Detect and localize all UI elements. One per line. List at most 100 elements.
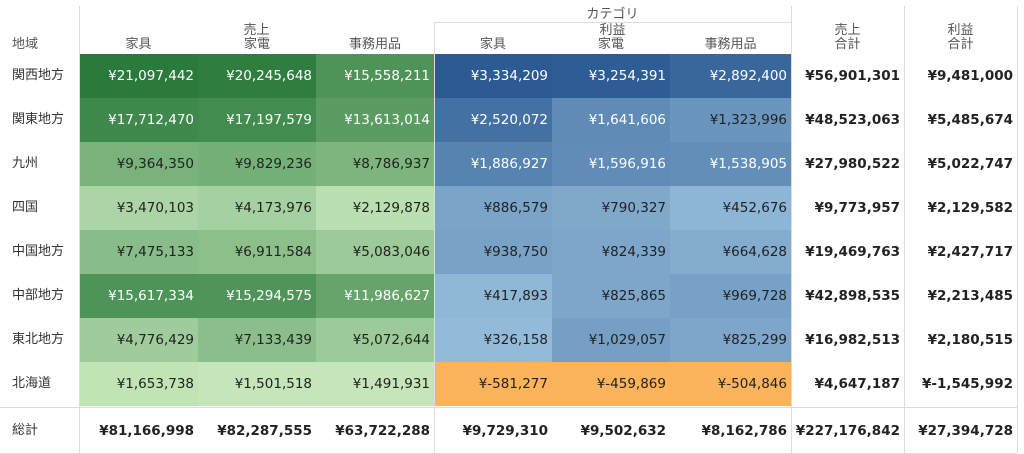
grand-total-sales-cell: ¥81,166,998	[99, 423, 194, 439]
sales-cell: ¥7,133,439	[198, 318, 316, 362]
profit-total-cell: ¥5,022,747	[927, 156, 1013, 172]
profit-cell: ¥1,323,996	[670, 98, 791, 142]
grid-line	[791, 6, 792, 453]
sales-cell: ¥17,197,579	[198, 98, 316, 142]
sales-total-cell: ¥48,523,063	[805, 112, 900, 128]
sales-cell: ¥3,470,103	[79, 186, 198, 230]
sales-cell: ¥7,475,133	[79, 230, 198, 274]
sales-cell: ¥1,491,931	[316, 362, 434, 406]
grand-total-sales-sum: ¥227,176,842	[795, 423, 900, 439]
sales-cell: ¥6,911,584	[198, 230, 316, 274]
sales-cell: ¥5,072,644	[316, 318, 434, 362]
grand-total-label: 総計	[12, 423, 39, 438]
profit-cell: ¥417,893	[434, 274, 552, 318]
grid-line	[79, 6, 80, 453]
row-label-region: 東北地方	[12, 332, 65, 347]
sales-total-header-line1: 売上	[834, 23, 861, 38]
sales-cell: ¥9,829,236	[198, 142, 316, 186]
profit-total-header-line1: 利益	[947, 23, 974, 38]
sales-cell: ¥4,173,976	[198, 186, 316, 230]
profit-total-cell: ¥2,427,717	[927, 244, 1013, 260]
profit-cell: ¥452,676	[670, 186, 791, 230]
sales-cell: ¥11,986,627	[316, 274, 434, 318]
column-group-label: カテゴリ	[586, 7, 639, 22]
sales-cell: ¥13,613,014	[316, 98, 434, 142]
profit-cell: ¥1,029,057	[552, 318, 670, 362]
sales-header-appliances: 家電	[243, 37, 270, 52]
sales-cell: ¥15,294,575	[198, 274, 316, 318]
profit-total-cell: ¥5,485,674	[927, 112, 1013, 128]
grand-total-profit-sum: ¥27,394,728	[918, 423, 1013, 439]
profit-total-cell: ¥2,213,485	[927, 288, 1013, 304]
row-label-region: 関東地方	[12, 112, 65, 127]
profit-cell: ¥825,865	[552, 274, 670, 318]
profit-cell: ¥790,327	[552, 186, 670, 230]
grid-line	[1017, 6, 1018, 453]
row-label-region: 四国	[12, 200, 39, 215]
sales-total-header-line2: 合計	[834, 37, 861, 52]
profit-cell: ¥1,886,927	[434, 142, 552, 186]
sales-total-cell: ¥4,647,187	[814, 376, 900, 392]
sales-cell: ¥15,558,211	[316, 54, 434, 98]
profit-measure-label: 利益	[599, 23, 626, 38]
profit-cell: ¥3,254,391	[552, 54, 670, 98]
profit-cell: ¥-504,846	[670, 362, 791, 406]
grand-total-sales-cell: ¥82,287,555	[217, 423, 312, 439]
row-label-region: 中国地方	[12, 244, 65, 259]
sales-cell: ¥17,712,470	[79, 98, 198, 142]
sales-total-cell: ¥56,901,301	[805, 68, 900, 84]
sales-total-cell: ¥42,898,535	[805, 288, 900, 304]
row-label-region: 九州	[12, 156, 39, 171]
sales-total-cell: ¥27,980,522	[805, 156, 900, 172]
row-label-region: 北海道	[12, 376, 52, 391]
grid-line	[0, 407, 1017, 408]
sales-header-furniture: 家具	[125, 37, 152, 52]
profit-cell: ¥938,750	[434, 230, 552, 274]
grand-total-profit-cell: ¥9,729,310	[462, 423, 548, 439]
profit-total-cell: ¥2,129,582	[927, 200, 1013, 216]
grand-total-profit-cell: ¥9,502,632	[580, 423, 666, 439]
profit-cell: ¥-581,277	[434, 362, 552, 406]
sales-cell: ¥4,776,429	[79, 318, 198, 362]
profit-cell: ¥326,158	[434, 318, 552, 362]
profit-header-appliances: 家電	[597, 37, 624, 52]
profit-total-cell: ¥-1,545,992	[921, 376, 1013, 392]
profit-total-cell: ¥9,481,000	[927, 68, 1013, 84]
row-header-label: 地域	[12, 37, 39, 52]
profit-cell: ¥1,641,606	[552, 98, 670, 142]
profit-cell: ¥1,596,916	[552, 142, 670, 186]
profit-total-cell: ¥2,180,515	[927, 332, 1013, 348]
sales-header-office: 事務用品	[348, 37, 401, 52]
profit-cell: ¥886,579	[434, 186, 552, 230]
sales-cell: ¥2,129,878	[316, 186, 434, 230]
sales-cell: ¥9,364,350	[79, 142, 198, 186]
row-label-region: 中部地方	[12, 288, 65, 303]
sales-cell: ¥15,617,334	[79, 274, 198, 318]
sales-cell: ¥8,786,937	[316, 142, 434, 186]
sales-measure-label: 売上	[243, 23, 270, 38]
sales-cell: ¥21,097,442	[79, 54, 198, 98]
profit-cell: ¥664,628	[670, 230, 791, 274]
grand-total-profit-cell: ¥8,162,786	[701, 423, 787, 439]
sales-cell: ¥20,245,648	[198, 54, 316, 98]
sales-cell: ¥1,653,738	[79, 362, 198, 406]
profit-cell: ¥824,339	[552, 230, 670, 274]
profit-cell: ¥1,538,905	[670, 142, 791, 186]
profit-cell: ¥969,728	[670, 274, 791, 318]
profit-cell: ¥3,334,209	[434, 54, 552, 98]
sales-total-cell: ¥9,773,957	[814, 200, 900, 216]
profit-cell: ¥2,520,072	[434, 98, 552, 142]
grid-line	[904, 6, 905, 453]
profit-cell: ¥2,892,400	[670, 54, 791, 98]
profit-cell: ¥825,299	[670, 318, 791, 362]
row-label-region: 関西地方	[12, 68, 65, 83]
sales-cell: ¥5,083,046	[316, 230, 434, 274]
profit-header-office: 事務用品	[704, 37, 757, 52]
profit-header-furniture: 家具	[479, 37, 506, 52]
grid-line	[434, 22, 435, 453]
sales-cell: ¥1,501,518	[198, 362, 316, 406]
profit-total-header-line2: 合計	[947, 37, 974, 52]
sales-total-cell: ¥19,469,763	[805, 244, 900, 260]
grand-total-sales-cell: ¥63,722,288	[335, 423, 430, 439]
grid-line	[434, 22, 791, 23]
